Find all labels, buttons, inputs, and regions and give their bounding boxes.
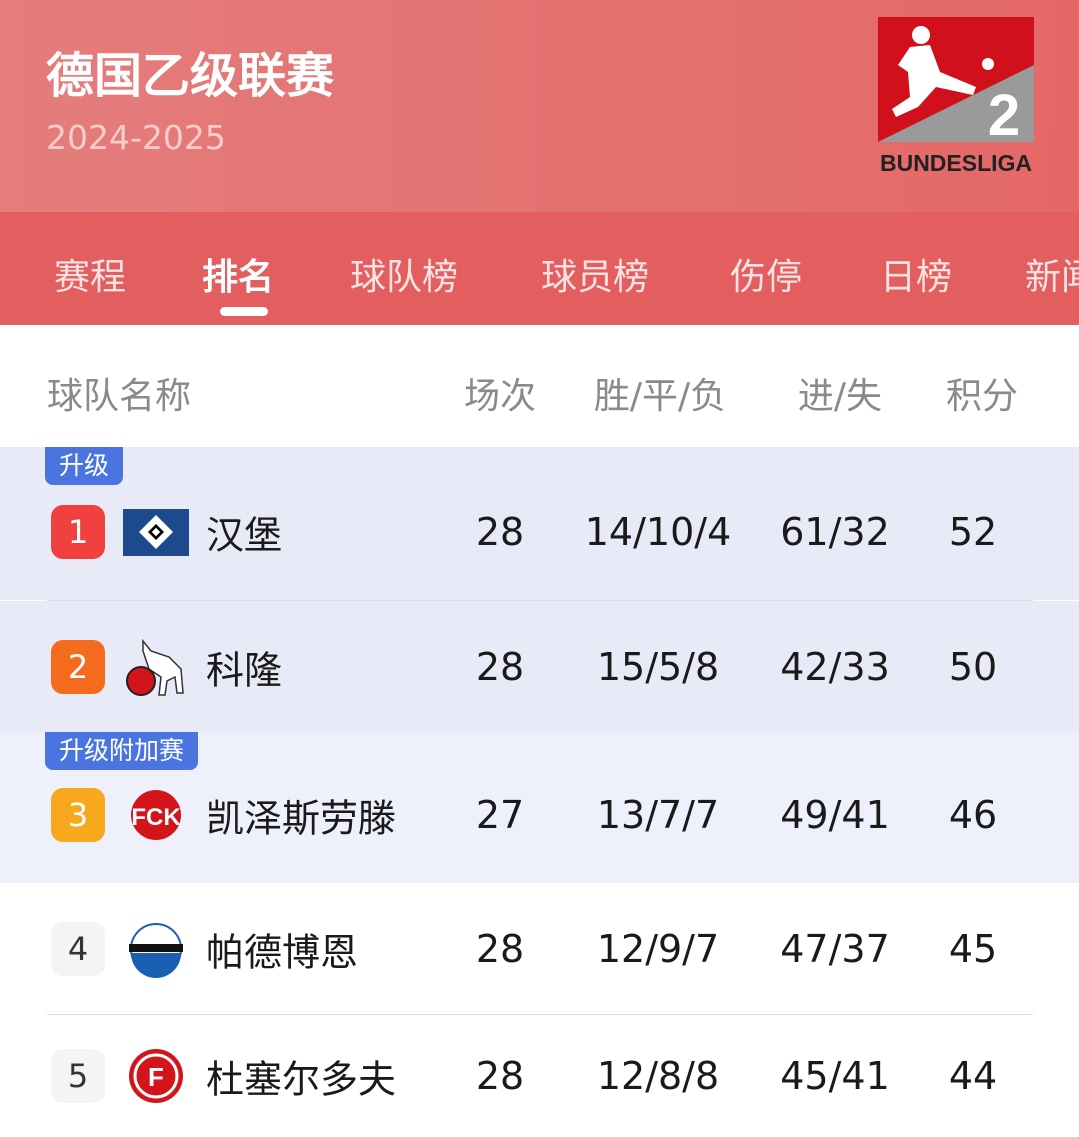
table-row[interactable]: 2 科隆 28 15/5/8 42/33 50 <box>0 601 1079 732</box>
dusseldorf-crest: F <box>129 1049 183 1103</box>
season-label: 2024-2025 <box>46 118 226 157</box>
wdl: 12/9/7 <box>596 926 720 971</box>
tab-team-stats[interactable]: 球队榜 <box>350 257 459 298</box>
goals: 42/33 <box>780 644 890 689</box>
hamburg-crest <box>123 509 189 556</box>
team-name[interactable]: 科隆 <box>206 648 283 692</box>
team-name[interactable]: 杜塞尔多夫 <box>206 1057 397 1102</box>
col-played: 场次 <box>463 376 537 417</box>
row-divider <box>47 1014 1033 1015</box>
rank-badge: 4 <box>51 921 105 976</box>
played: 28 <box>475 510 525 554</box>
wdl: 15/5/8 <box>596 644 720 689</box>
table-row[interactable]: 升级 1 汉堡 28 14/10/4 61/32 52 <box>0 447 1079 600</box>
col-wdl: 胜/平/负 <box>593 376 727 417</box>
table-header: 球队名称 场次 胜/平/负 进/失 积分 <box>0 325 1079 447</box>
rank-badge: 2 <box>51 639 105 694</box>
tab-daily[interactable]: 日榜 <box>880 257 953 298</box>
played: 28 <box>475 926 525 971</box>
goals: 47/37 <box>780 926 890 971</box>
team-name[interactable]: 帕德博恩 <box>206 930 359 974</box>
league-header: 德国乙级联赛 2024-2025 2 BUNDESLIGA <box>0 0 1079 212</box>
bundesliga-2-logo: 2 BUNDESLIGA <box>878 17 1034 176</box>
team-name[interactable]: 凯泽斯劳滕 <box>206 796 397 841</box>
goals: 49/41 <box>780 793 890 837</box>
kaiserslautern-crest: FCK <box>131 790 181 840</box>
goals: 61/32 <box>780 510 890 554</box>
col-points: 积分 <box>945 376 1019 417</box>
team-name[interactable]: 汉堡 <box>206 513 283 558</box>
tab-schedule[interactable]: 赛程 <box>54 257 127 298</box>
paderborn-crest <box>129 922 183 978</box>
active-tab-indicator <box>220 307 268 316</box>
promotion-badge: 升级 <box>45 447 124 485</box>
wdl: 12/8/8 <box>596 1054 720 1098</box>
wdl: 14/10/4 <box>584 510 732 554</box>
points: 44 <box>948 1054 998 1098</box>
svg-text:BUNDESLIGA: BUNDESLIGA <box>880 150 1032 176</box>
points: 50 <box>948 644 998 689</box>
played: 27 <box>475 793 525 837</box>
row-divider <box>47 600 1033 601</box>
col-goals: 进/失 <box>797 376 883 417</box>
svg-text:FCK: FCK <box>131 804 181 831</box>
tab-player-stats[interactable]: 球员榜 <box>541 257 650 298</box>
table-row[interactable]: 5 F 杜塞尔多夫 28 12/8/8 45/41 44 <box>0 1015 1079 1137</box>
tab-injuries[interactable]: 伤停 <box>730 257 803 298</box>
goals: 45/41 <box>780 1054 890 1098</box>
rank-badge: 1 <box>51 505 105 559</box>
koln-crest <box>126 638 184 696</box>
tab-bar: 赛程 排名 球队榜 球员榜 伤停 日榜 新闻 <box>0 212 1079 325</box>
table-row[interactable]: 升级附加赛 3 FCK 凯泽斯劳滕 27 13/7/7 49/41 46 <box>0 732 1079 883</box>
tab-standings[interactable]: 排名 <box>202 257 275 298</box>
played: 28 <box>475 644 525 689</box>
league-title: 德国乙级联赛 <box>46 48 335 104</box>
playoff-badge: 升级附加赛 <box>45 732 199 770</box>
tab-news[interactable]: 新闻 <box>1025 257 1079 298</box>
table-row[interactable]: 4 帕德博恩 28 12/9/7 47/37 45 <box>0 883 1079 1014</box>
col-team: 球队名称 <box>47 376 192 417</box>
svg-text:F: F <box>148 1062 164 1092</box>
wdl: 13/7/7 <box>596 793 720 837</box>
points: 52 <box>948 510 998 554</box>
points: 45 <box>948 926 998 971</box>
points: 46 <box>948 793 998 837</box>
svg-text:2: 2 <box>988 83 1020 148</box>
rank-badge: 3 <box>51 788 105 842</box>
rank-badge: 5 <box>51 1049 105 1103</box>
played: 28 <box>475 1054 525 1098</box>
